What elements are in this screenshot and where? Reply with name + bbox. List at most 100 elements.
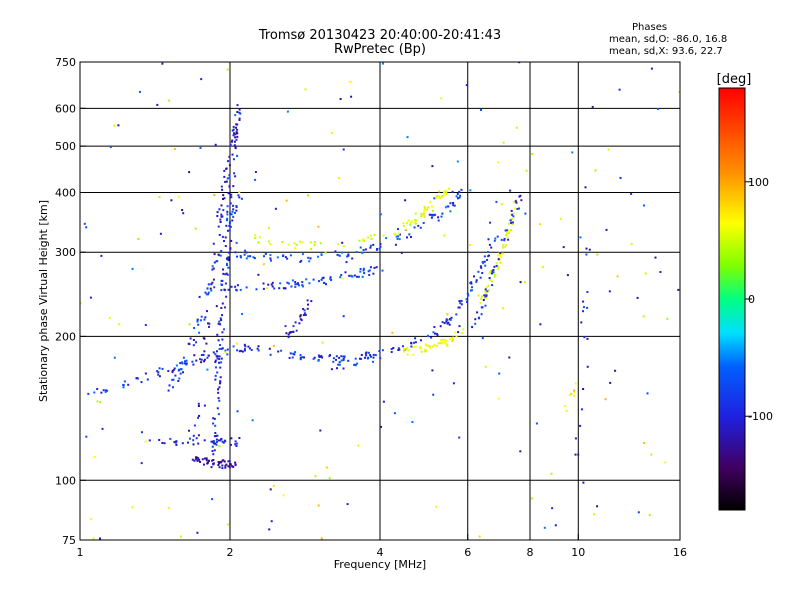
data-point <box>471 289 473 292</box>
data-point <box>234 114 237 117</box>
data-point <box>493 239 496 242</box>
data-point <box>382 62 384 65</box>
data-point <box>99 401 102 404</box>
data-point <box>303 312 306 315</box>
data-point <box>222 441 225 444</box>
data-point <box>216 441 218 443</box>
data-point <box>422 211 425 214</box>
data-point <box>564 404 567 407</box>
data-point <box>585 253 588 256</box>
data-point <box>360 357 363 360</box>
data-point <box>173 441 176 444</box>
data-point <box>370 234 372 237</box>
data-point <box>171 378 174 381</box>
data-point <box>398 348 401 351</box>
data-point <box>306 299 309 302</box>
phase-stats-x: mean, sd,X: 93.6, 22.7 <box>609 46 723 57</box>
data-point <box>212 278 215 281</box>
data-point <box>506 232 509 235</box>
data-point <box>457 306 460 309</box>
data-point <box>217 225 220 228</box>
data-point <box>608 290 611 293</box>
data-point <box>200 78 203 81</box>
data-point <box>223 288 226 291</box>
data-point <box>258 236 261 239</box>
data-point <box>262 282 265 285</box>
data-point <box>255 288 258 291</box>
data-point <box>247 345 250 348</box>
data-point <box>240 197 243 200</box>
data-point <box>614 369 617 372</box>
data-point <box>317 504 320 507</box>
data-point <box>217 388 219 391</box>
data-point <box>446 344 449 347</box>
data-point <box>471 286 473 289</box>
data-point <box>221 467 224 470</box>
data-point <box>304 88 307 91</box>
data-point <box>480 109 482 111</box>
data-point <box>198 414 201 417</box>
data-point <box>203 350 206 353</box>
data-point <box>596 253 599 256</box>
data-point <box>409 221 412 224</box>
data-point <box>424 348 427 351</box>
data-point <box>436 332 438 335</box>
data-point <box>410 236 412 238</box>
data-point <box>225 224 228 227</box>
data-point <box>268 528 271 531</box>
data-point <box>354 364 357 367</box>
data-point <box>197 405 200 407</box>
data-point <box>398 232 401 235</box>
data-point <box>232 158 235 161</box>
data-point <box>593 513 596 516</box>
data-point <box>169 437 172 440</box>
data-point <box>477 270 480 273</box>
data-point <box>271 281 274 284</box>
data-point <box>179 535 182 538</box>
data-point <box>219 382 221 385</box>
data-point <box>424 207 426 210</box>
data-point <box>287 336 290 339</box>
data-point <box>183 362 186 365</box>
data-point <box>494 237 497 240</box>
data-point <box>565 409 568 412</box>
data-point <box>646 392 649 395</box>
data-point <box>412 353 415 356</box>
data-point <box>475 279 478 282</box>
data-point <box>605 228 608 231</box>
data-point <box>347 253 350 256</box>
data-point <box>332 357 335 360</box>
data-point <box>220 204 223 207</box>
data-point <box>334 250 337 253</box>
data-point <box>221 440 224 443</box>
data-point <box>407 219 410 222</box>
data-point <box>550 472 553 475</box>
data-point <box>228 224 231 227</box>
data-point <box>236 104 239 107</box>
data-point <box>367 356 370 359</box>
data-point <box>398 238 401 241</box>
data-point <box>461 332 464 335</box>
data-point <box>535 422 538 425</box>
y-tick-label: 500 <box>55 140 76 153</box>
data-point <box>323 281 326 284</box>
data-point <box>122 384 125 387</box>
data-point <box>193 327 196 329</box>
data-point <box>210 283 213 286</box>
data-point <box>221 464 224 467</box>
data-point <box>370 238 373 240</box>
data-point <box>216 350 218 353</box>
data-point <box>238 196 241 199</box>
data-point <box>372 272 375 275</box>
data-point <box>161 367 164 370</box>
data-point <box>523 281 526 284</box>
data-point <box>218 208 221 211</box>
data-point <box>604 398 607 401</box>
data-point <box>204 316 207 319</box>
data-point <box>559 217 562 220</box>
data-point <box>405 228 407 231</box>
data-point <box>264 252 267 255</box>
data-point <box>414 341 417 344</box>
data-point <box>232 345 235 348</box>
data-point <box>497 267 500 270</box>
